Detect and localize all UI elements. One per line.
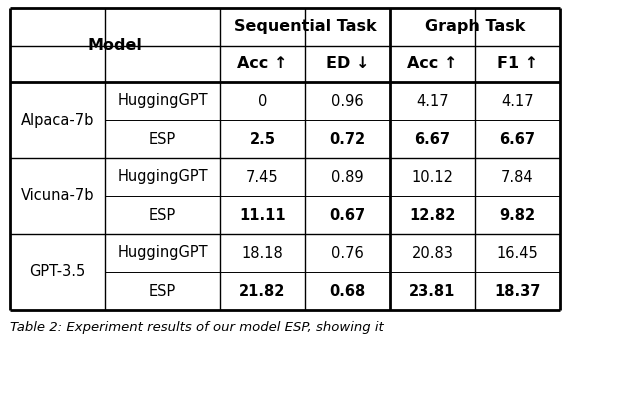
Text: 0.72: 0.72 xyxy=(330,131,365,147)
Text: 4.17: 4.17 xyxy=(501,93,534,108)
Text: Acc ↑: Acc ↑ xyxy=(237,56,288,71)
Text: 0.89: 0.89 xyxy=(331,170,364,185)
Text: 7.84: 7.84 xyxy=(501,170,534,185)
Text: Sequential Task: Sequential Task xyxy=(234,19,376,35)
Text: ESP: ESP xyxy=(149,208,176,222)
Text: 11.11: 11.11 xyxy=(239,208,286,222)
Text: 7.45: 7.45 xyxy=(246,170,279,185)
Text: ED ↓: ED ↓ xyxy=(326,56,369,71)
Text: 10.12: 10.12 xyxy=(412,170,454,185)
Text: 0: 0 xyxy=(258,93,267,108)
Text: 20.83: 20.83 xyxy=(412,245,453,260)
Text: 18.18: 18.18 xyxy=(242,245,284,260)
Text: HuggingGPT: HuggingGPT xyxy=(117,170,208,185)
Text: 16.45: 16.45 xyxy=(497,245,538,260)
Text: Table 2: Experiment results of our model ESP, showing it: Table 2: Experiment results of our model… xyxy=(10,322,384,334)
Text: 23.81: 23.81 xyxy=(410,283,456,299)
Text: ESP: ESP xyxy=(149,131,176,147)
Text: Acc ↑: Acc ↑ xyxy=(407,56,458,71)
Text: ESP: ESP xyxy=(149,283,176,299)
Text: 6.67: 6.67 xyxy=(499,131,536,147)
Text: HuggingGPT: HuggingGPT xyxy=(117,245,208,260)
Text: 12.82: 12.82 xyxy=(410,208,456,222)
Text: 18.37: 18.37 xyxy=(494,283,541,299)
Text: 21.82: 21.82 xyxy=(239,283,285,299)
Text: Vicuna-7b: Vicuna-7b xyxy=(20,189,94,204)
Text: 9.82: 9.82 xyxy=(499,208,536,222)
Text: 6.67: 6.67 xyxy=(415,131,451,147)
Text: Graph Task: Graph Task xyxy=(425,19,525,35)
Text: 4.17: 4.17 xyxy=(416,93,449,108)
Text: Alpaca-7b: Alpaca-7b xyxy=(21,112,94,127)
Text: 0.67: 0.67 xyxy=(330,208,365,222)
Text: HuggingGPT: HuggingGPT xyxy=(117,93,208,108)
Text: 0.68: 0.68 xyxy=(330,283,365,299)
Text: 0.96: 0.96 xyxy=(331,93,364,108)
Text: 2.5: 2.5 xyxy=(250,131,275,147)
Text: F1 ↑: F1 ↑ xyxy=(497,56,538,71)
Text: GPT-3.5: GPT-3.5 xyxy=(29,264,86,280)
Text: 0.76: 0.76 xyxy=(331,245,364,260)
Text: Model: Model xyxy=(88,37,143,52)
